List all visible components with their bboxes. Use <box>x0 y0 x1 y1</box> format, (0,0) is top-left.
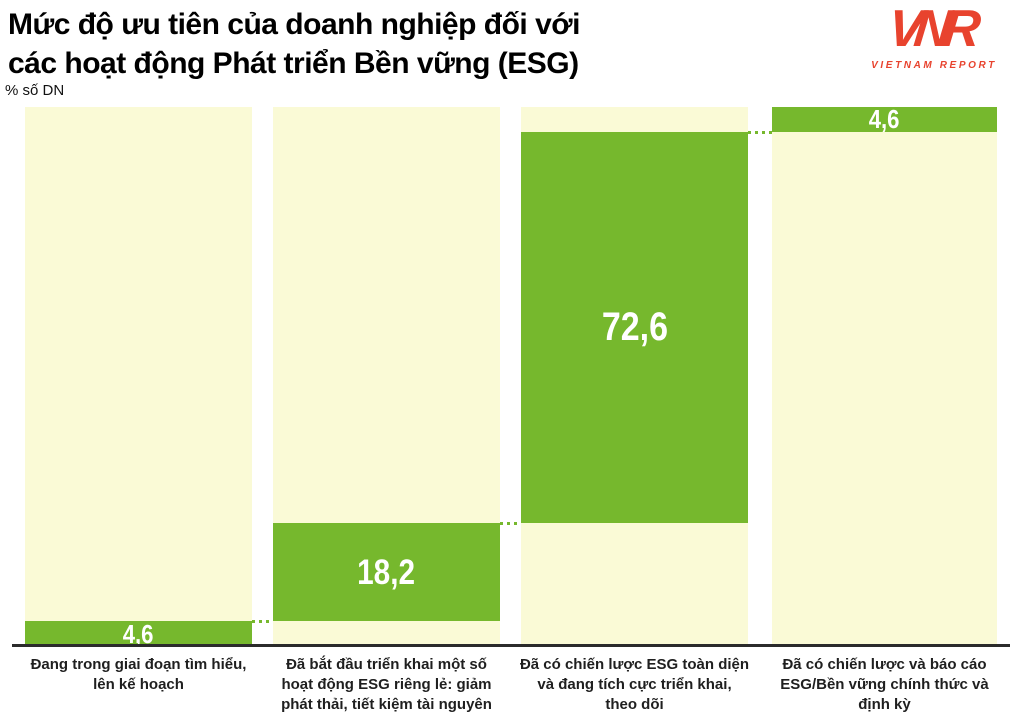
waterfall-connector <box>748 130 772 134</box>
bar-value-label: 18,2 <box>357 552 416 592</box>
bar-category-label: Đã có chiến lược và báo cáo ESG/Bền vững… <box>780 656 989 713</box>
vnr-logo-wordmark: VIETNAM REPORT <box>871 60 997 71</box>
bar-fill: 4,6 <box>25 618 252 649</box>
axis-unit-label: % số DN <box>5 82 65 99</box>
bar-track <box>772 107 997 646</box>
bar-value-label: 4,6 <box>869 104 900 135</box>
bar-category-label: Đang trong giai đoạn tìm hiểu, lên kế ho… <box>30 656 247 693</box>
bar-value-label: 72,6 <box>601 305 668 350</box>
x-axis-line <box>12 644 1010 647</box>
bar-category-label: Đã bắt đầu triển khai một số hoạt động E… <box>281 656 492 713</box>
waterfall-connector <box>500 522 521 526</box>
bar-value-label: 4,6 <box>123 618 154 649</box>
bar-fill: 72,6 <box>521 131 748 524</box>
bar-fill: 18,2 <box>273 523 500 622</box>
bar-category-label: Đã có chiến lược ESG toàn diện và đang t… <box>519 656 750 713</box>
waterfall-connector <box>252 620 273 624</box>
chart-title: Mức độ ưu tiên của doanh nghiệp đối với … <box>8 8 580 80</box>
bar-fill: 4,6 <box>772 104 997 135</box>
bar-track <box>25 107 252 646</box>
vnr-logo: VNR VIETNAM REPORT <box>854 0 1014 71</box>
